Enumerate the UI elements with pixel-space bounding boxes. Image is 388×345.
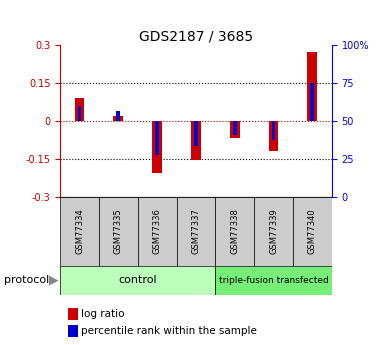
Text: GSM77338: GSM77338 xyxy=(230,208,239,254)
Bar xyxy=(75,98,85,121)
Text: percentile rank within the sample: percentile rank within the sample xyxy=(81,326,257,336)
Bar xyxy=(177,197,215,266)
Bar xyxy=(116,111,120,121)
Bar xyxy=(99,197,138,266)
Text: ▶: ▶ xyxy=(48,274,58,287)
Bar xyxy=(194,121,198,146)
Bar xyxy=(230,121,240,138)
Bar xyxy=(114,116,123,121)
Text: control: control xyxy=(118,275,157,285)
Bar xyxy=(215,197,254,266)
Bar xyxy=(60,197,99,266)
Text: log ratio: log ratio xyxy=(81,309,125,319)
Bar xyxy=(269,121,279,151)
Bar xyxy=(307,52,317,121)
Bar xyxy=(254,197,293,266)
Text: GSM77336: GSM77336 xyxy=(152,208,162,254)
Text: GSM77339: GSM77339 xyxy=(269,208,278,254)
Text: GSM77337: GSM77337 xyxy=(191,208,201,254)
Bar xyxy=(60,266,215,295)
Bar xyxy=(78,106,81,121)
Bar xyxy=(215,266,332,295)
Bar xyxy=(152,121,162,172)
Bar xyxy=(191,121,201,160)
Text: protocol: protocol xyxy=(4,275,49,285)
Bar xyxy=(138,197,177,266)
Bar xyxy=(310,83,314,121)
Text: GSM77340: GSM77340 xyxy=(308,208,317,254)
Text: GSM77334: GSM77334 xyxy=(75,208,84,254)
Bar xyxy=(293,197,332,266)
Bar xyxy=(272,121,275,140)
Bar xyxy=(155,121,159,155)
Text: GSM77335: GSM77335 xyxy=(114,208,123,254)
Title: GDS2187 / 3685: GDS2187 / 3685 xyxy=(139,30,253,44)
Text: triple-fusion transfected: triple-fusion transfected xyxy=(219,276,328,285)
Bar xyxy=(233,121,237,135)
